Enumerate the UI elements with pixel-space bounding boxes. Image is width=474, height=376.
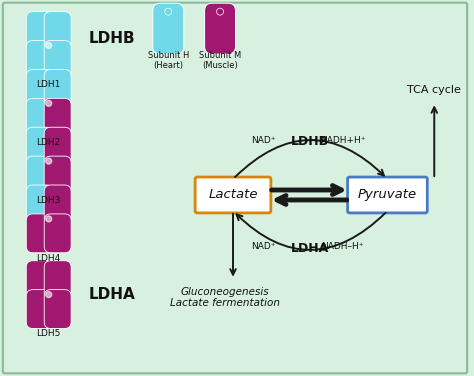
FancyBboxPatch shape — [44, 156, 71, 195]
FancyBboxPatch shape — [26, 185, 53, 224]
Text: LDH4: LDH4 — [36, 254, 61, 263]
Text: LDHB: LDHB — [291, 135, 329, 148]
FancyBboxPatch shape — [44, 41, 71, 79]
Text: LDHA: LDHA — [89, 287, 135, 302]
FancyBboxPatch shape — [26, 41, 53, 79]
Text: LDHB: LDHB — [89, 31, 135, 46]
Text: NADH+H⁺: NADH+H⁺ — [320, 136, 365, 145]
Circle shape — [165, 8, 172, 15]
Text: TCA cycle: TCA cycle — [407, 85, 461, 96]
Text: LDH5: LDH5 — [36, 329, 61, 338]
Circle shape — [46, 158, 52, 164]
Text: LDH1: LDH1 — [36, 80, 61, 89]
Text: Lactate: Lactate — [208, 188, 258, 202]
FancyBboxPatch shape — [26, 12, 53, 50]
Text: Pyruvate: Pyruvate — [358, 188, 417, 202]
FancyBboxPatch shape — [44, 99, 71, 137]
FancyBboxPatch shape — [195, 177, 271, 213]
Text: LDH3: LDH3 — [36, 196, 61, 205]
FancyBboxPatch shape — [205, 3, 236, 54]
Text: LDHA: LDHA — [291, 242, 329, 255]
FancyBboxPatch shape — [44, 127, 71, 166]
FancyBboxPatch shape — [44, 12, 71, 50]
FancyBboxPatch shape — [44, 214, 71, 253]
Circle shape — [46, 42, 52, 49]
Text: LDH2: LDH2 — [36, 138, 61, 147]
Circle shape — [46, 216, 52, 222]
Circle shape — [46, 100, 52, 106]
FancyBboxPatch shape — [44, 185, 71, 224]
FancyBboxPatch shape — [44, 261, 71, 300]
FancyBboxPatch shape — [26, 127, 53, 166]
FancyBboxPatch shape — [3, 3, 467, 373]
FancyBboxPatch shape — [347, 177, 427, 213]
Text: Subunit H
(Heart): Subunit H (Heart) — [147, 50, 189, 70]
FancyBboxPatch shape — [26, 290, 53, 329]
Text: NADH–H⁺: NADH–H⁺ — [321, 242, 364, 251]
FancyBboxPatch shape — [26, 99, 53, 137]
FancyBboxPatch shape — [26, 214, 53, 253]
Text: NAD⁺: NAD⁺ — [251, 242, 275, 251]
Text: Gluconeogenesis
Lactate fermentation: Gluconeogenesis Lactate fermentation — [170, 287, 280, 308]
FancyBboxPatch shape — [44, 70, 71, 108]
FancyBboxPatch shape — [44, 290, 71, 329]
Text: NAD⁺: NAD⁺ — [251, 136, 275, 145]
Circle shape — [217, 8, 224, 15]
FancyBboxPatch shape — [26, 70, 53, 108]
Text: Subunit M
(Muscle): Subunit M (Muscle) — [199, 50, 241, 70]
FancyBboxPatch shape — [26, 261, 53, 300]
Circle shape — [46, 292, 52, 297]
FancyBboxPatch shape — [153, 3, 184, 54]
FancyBboxPatch shape — [26, 156, 53, 195]
